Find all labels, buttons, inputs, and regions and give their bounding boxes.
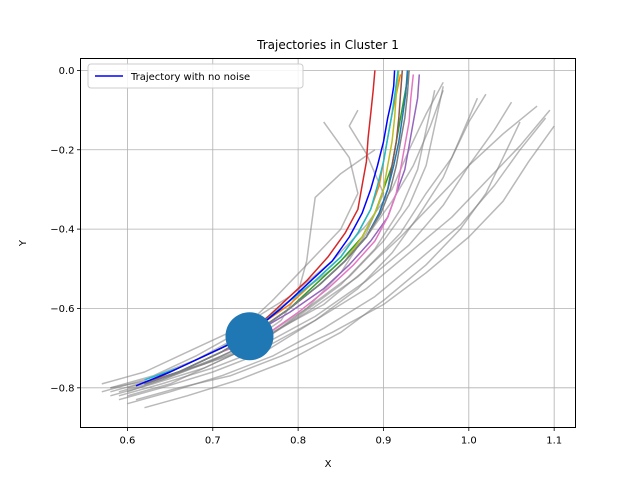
- axis-ticks: 0.6 0.7 0.8 0.9 1.0 1.1 0.0 −0.2 −0.4 −0.6 −0.8: [50, 66, 562, 447]
- y-tick-label: 0.0: [59, 66, 75, 77]
- gray-trajectories: [101, 81, 555, 409]
- y-tick-label: −0.4: [50, 225, 74, 236]
- x-tick-label: 1.1: [546, 436, 562, 447]
- y-tick-label: −0.6: [50, 304, 74, 315]
- x-tick-label: 0.8: [290, 436, 306, 447]
- legend-box: [87, 63, 304, 89]
- legend-label: Trajectory with no noise: [130, 72, 250, 83]
- gray-trajectory-line: [118, 97, 479, 397]
- x-tick-label: 0.9: [376, 436, 392, 447]
- y-tick-label: −0.8: [50, 383, 74, 394]
- y-axis-label: Y: [18, 239, 29, 247]
- gray-trajectory-line: [110, 90, 436, 393]
- gray-trajectory-line: [135, 125, 555, 401]
- gray-trajectory-line: [144, 121, 521, 409]
- gray-trajectory-line: [110, 121, 359, 389]
- grid-lines: [80, 58, 576, 428]
- legend: Trajectory with no noise: [87, 63, 304, 89]
- x-tick-label: 0.7: [205, 436, 221, 447]
- start-marker: [225, 312, 274, 361]
- plot-frame: [80, 58, 576, 428]
- x-axis-label: X: [325, 459, 332, 470]
- x-tick-label: 1.0: [461, 436, 477, 447]
- x-tick-label: 0.6: [119, 436, 135, 447]
- chart-title: Trajectories in Cluster 1: [256, 38, 399, 52]
- start-marker-layer: [225, 312, 274, 361]
- y-tick-label: −0.2: [50, 145, 74, 156]
